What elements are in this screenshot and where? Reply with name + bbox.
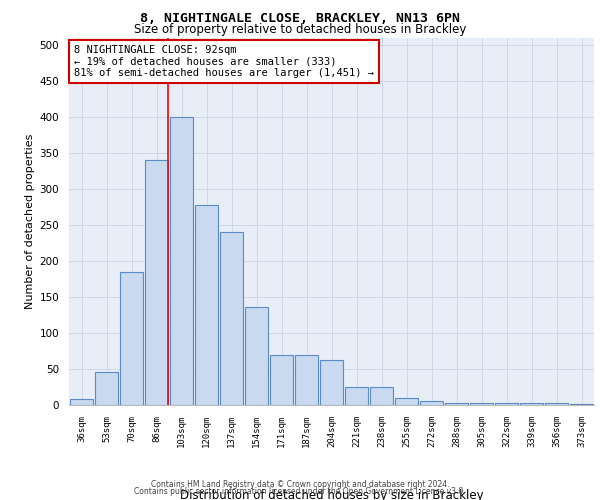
Bar (170, 117, 193, 405)
Bar (145, 160, 169, 405)
Text: Contains HM Land Registry data © Crown copyright and database right 2024.: Contains HM Land Registry data © Crown c… (151, 480, 449, 489)
Bar (545, 403, 568, 405)
Bar (520, 403, 544, 405)
Bar (494, 403, 518, 405)
Text: Size of property relative to detached houses in Brackley: Size of property relative to detached ho… (134, 22, 466, 36)
Bar (295, 354, 319, 405)
Bar (470, 403, 493, 405)
Bar (445, 403, 469, 405)
Bar (569, 404, 593, 405)
Y-axis label: Number of detached properties: Number of detached properties (25, 134, 35, 309)
Bar (419, 402, 443, 405)
Bar (119, 272, 143, 405)
Bar (245, 307, 268, 405)
Text: Contains public sector information licensed under the Open Government Licence v3: Contains public sector information licen… (134, 488, 466, 496)
Bar (269, 354, 293, 405)
Bar (220, 232, 244, 405)
X-axis label: Distribution of detached houses by size in Brackley: Distribution of detached houses by size … (179, 488, 484, 500)
Bar (194, 206, 218, 405)
Bar (95, 372, 118, 405)
Bar (370, 387, 394, 405)
Text: 8 NIGHTINGALE CLOSE: 92sqm
← 19% of detached houses are smaller (333)
81% of sem: 8 NIGHTINGALE CLOSE: 92sqm ← 19% of deta… (74, 45, 374, 78)
Bar (344, 387, 368, 405)
Bar (395, 398, 418, 405)
Bar (70, 399, 94, 405)
Bar (320, 360, 343, 405)
Text: 8, NIGHTINGALE CLOSE, BRACKLEY, NN13 6PN: 8, NIGHTINGALE CLOSE, BRACKLEY, NN13 6PN (140, 12, 460, 26)
